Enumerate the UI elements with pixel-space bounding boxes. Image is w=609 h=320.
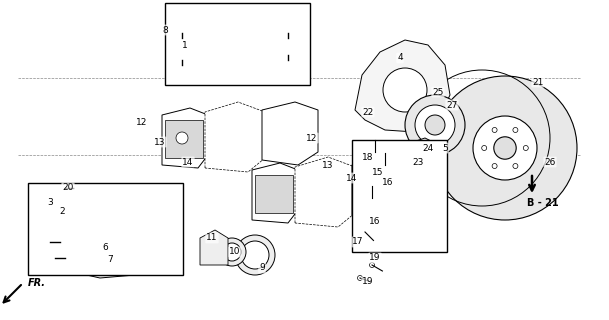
- Text: 8: 8: [162, 26, 168, 35]
- Polygon shape: [205, 102, 265, 172]
- Text: 3: 3: [47, 197, 53, 206]
- Circle shape: [513, 164, 518, 169]
- Text: 6: 6: [102, 244, 108, 252]
- Polygon shape: [355, 40, 450, 132]
- Text: 4: 4: [397, 53, 403, 62]
- Circle shape: [192, 35, 218, 61]
- Polygon shape: [262, 102, 318, 165]
- Polygon shape: [178, 22, 295, 78]
- Bar: [165, 120, 203, 158]
- Circle shape: [235, 235, 275, 275]
- Text: 9: 9: [259, 263, 265, 273]
- Circle shape: [382, 163, 387, 167]
- Text: 2: 2: [59, 207, 65, 217]
- Text: 19: 19: [369, 253, 381, 262]
- Text: 5: 5: [442, 143, 448, 153]
- Circle shape: [492, 164, 497, 169]
- Circle shape: [513, 127, 518, 132]
- Text: 14: 14: [182, 157, 194, 166]
- Circle shape: [223, 243, 241, 261]
- Circle shape: [383, 68, 427, 112]
- Bar: [165, 3, 310, 85]
- Circle shape: [473, 116, 537, 180]
- Polygon shape: [252, 163, 298, 223]
- Text: B - 21: B - 21: [527, 198, 558, 208]
- Circle shape: [218, 238, 246, 266]
- Polygon shape: [395, 138, 445, 248]
- Text: 17: 17: [352, 237, 364, 246]
- Circle shape: [176, 132, 188, 144]
- Circle shape: [242, 40, 262, 60]
- Circle shape: [405, 95, 465, 155]
- Circle shape: [494, 137, 516, 159]
- Circle shape: [426, 170, 431, 174]
- Circle shape: [373, 149, 378, 155]
- Polygon shape: [200, 230, 228, 265]
- Bar: [352, 140, 447, 252]
- Circle shape: [425, 115, 445, 135]
- Text: 13: 13: [322, 161, 334, 170]
- Polygon shape: [295, 157, 355, 227]
- Circle shape: [180, 36, 185, 41]
- Circle shape: [197, 40, 213, 56]
- Text: 21: 21: [532, 77, 544, 86]
- Bar: [255, 175, 293, 213]
- Circle shape: [63, 186, 68, 190]
- Circle shape: [362, 229, 367, 235]
- Circle shape: [370, 262, 375, 268]
- Circle shape: [286, 58, 290, 62]
- Text: 1: 1: [182, 41, 188, 50]
- Text: 16: 16: [369, 218, 381, 227]
- Circle shape: [241, 241, 269, 269]
- Text: 20: 20: [62, 183, 74, 193]
- Circle shape: [180, 62, 185, 68]
- Text: 15: 15: [372, 167, 384, 177]
- Text: 25: 25: [432, 87, 444, 97]
- Text: 23: 23: [412, 157, 424, 166]
- Circle shape: [492, 127, 497, 132]
- Circle shape: [415, 105, 455, 145]
- Circle shape: [286, 36, 290, 41]
- Text: 22: 22: [362, 108, 374, 116]
- Text: 19: 19: [362, 277, 374, 286]
- Text: 18: 18: [362, 154, 374, 163]
- Text: 11: 11: [206, 234, 218, 243]
- Polygon shape: [162, 108, 208, 168]
- Polygon shape: [42, 212, 162, 278]
- Text: 16: 16: [382, 178, 394, 187]
- Circle shape: [48, 239, 52, 244]
- Circle shape: [433, 76, 577, 220]
- Text: 10: 10: [229, 247, 241, 257]
- Text: FR.: FR.: [28, 278, 46, 288]
- Circle shape: [415, 163, 420, 167]
- Circle shape: [52, 255, 57, 260]
- Text: 12: 12: [306, 133, 318, 142]
- Circle shape: [523, 146, 528, 150]
- Text: 7: 7: [107, 255, 113, 265]
- Circle shape: [246, 44, 258, 56]
- Text: 26: 26: [544, 157, 555, 166]
- Text: 12: 12: [136, 117, 148, 126]
- Circle shape: [370, 196, 375, 201]
- Polygon shape: [352, 157, 408, 220]
- Circle shape: [482, 146, 487, 150]
- Text: 24: 24: [423, 143, 434, 153]
- Bar: [28, 183, 183, 275]
- Text: 13: 13: [154, 138, 166, 147]
- Circle shape: [357, 276, 362, 281]
- Text: 14: 14: [347, 173, 357, 182]
- Text: 27: 27: [446, 100, 458, 109]
- Circle shape: [420, 156, 424, 161]
